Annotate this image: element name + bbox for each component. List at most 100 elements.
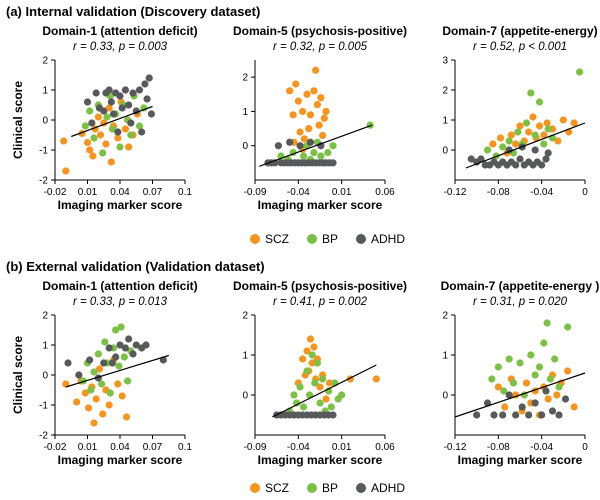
panel-title: Domain-5 (psychosis-positive) <box>233 279 407 293</box>
data-point-scz <box>286 87 294 95</box>
data-point-scz <box>525 128 533 136</box>
panel-stats: r = 0.32, p = 0.005 <box>273 41 368 53</box>
legend-label-scz: SCZ <box>265 481 289 495</box>
scatter-panel-a3: Domain-7 (appetite-energy) r = 0.52, p < … <box>442 24 597 198</box>
data-point-adhd <box>542 155 550 163</box>
panel-title: Domain-7 (appetite-energy ) <box>441 279 600 293</box>
data-point-scz <box>303 347 311 355</box>
regression-line <box>65 354 169 388</box>
data-point-bp <box>117 323 125 331</box>
data-point-bp <box>327 403 335 411</box>
data-point-scz <box>316 383 324 391</box>
data-point-adhd <box>100 107 108 115</box>
data-point-scz <box>114 134 122 142</box>
data-point-adhd <box>143 95 151 103</box>
y-axis-label: Clinical score <box>11 81 25 159</box>
panel-title: Domain-7 (appetite-energy) <box>442 24 597 38</box>
y-tick-label: -1 <box>39 146 48 157</box>
x-tick-label: 0.06 <box>375 442 395 453</box>
data-point-bp <box>531 371 539 379</box>
data-point-bp <box>108 125 117 133</box>
data-point-bp <box>483 146 492 154</box>
data-point-bp <box>499 143 507 151</box>
data-point-scz <box>303 90 311 98</box>
y-tick-label: 1 <box>42 341 48 352</box>
data-point-bp <box>94 350 102 358</box>
data-point-adhd <box>555 411 563 419</box>
data-point-scz <box>570 403 578 411</box>
data-point-scz <box>102 140 110 148</box>
x-tick-label: -0.02 <box>44 187 67 198</box>
x-tick-label: -0.04 <box>530 442 553 453</box>
data-point-adhd <box>561 395 570 403</box>
legend-item-scz: SCZ <box>250 232 289 246</box>
x-tick-label: 0.01 <box>332 442 352 453</box>
data-point-bp <box>86 107 94 115</box>
section-a-header: (a) Internal validation (Discovery datas… <box>6 4 260 19</box>
data-point-bp <box>299 152 308 160</box>
data-point-scz <box>92 395 100 403</box>
data-point-adhd <box>329 159 337 167</box>
y-tick-label: 2 <box>42 56 48 67</box>
x-tick-label: -0.08 <box>487 442 510 453</box>
panel-stats: r = 0.33, p = 0.013 <box>73 296 168 308</box>
data-point-scz <box>83 138 92 147</box>
data-point-scz <box>543 119 551 127</box>
data-point-bp <box>555 383 563 391</box>
y-tick-label: 0 <box>442 391 448 402</box>
data-point-scz <box>121 125 130 133</box>
data-point-adhd <box>145 74 153 82</box>
data-point-scz <box>308 359 316 367</box>
data-point-bp <box>127 131 135 139</box>
y-tick-label: 2 <box>42 311 48 322</box>
data-point-scz <box>559 116 567 124</box>
data-point-adhd <box>141 80 149 88</box>
data-point-adhd <box>129 89 137 97</box>
x-axis-label: Imaging marker score <box>458 453 583 467</box>
legend-item-adhd: ADHD <box>356 232 405 246</box>
legend-dot-adhd <box>356 483 367 493</box>
data-point-adhd <box>147 110 156 118</box>
data-point-bp <box>290 391 298 399</box>
data-point-adhd <box>516 155 524 163</box>
y-tick-label: -2 <box>39 431 48 442</box>
data-point-adhd <box>274 142 282 150</box>
y-tick-label: 0 <box>242 141 248 152</box>
x-tick-label: -0.12 <box>444 187 467 198</box>
data-point-adhd <box>538 411 546 419</box>
y-tick-label: 2 <box>242 311 248 322</box>
data-point-adhd <box>112 353 120 361</box>
data-point-scz <box>306 335 315 343</box>
x-tick-label: -0.02 <box>44 442 67 453</box>
data-point-scz <box>292 80 300 88</box>
data-point-scz <box>118 392 126 400</box>
data-point-adhd <box>118 104 126 112</box>
data-point-bp <box>112 326 120 334</box>
x-axis-label: Imaging marker score <box>58 198 183 212</box>
data-point-scz <box>489 140 497 148</box>
x-tick-label: -0.04 <box>287 442 310 453</box>
data-point-adhd <box>108 359 117 367</box>
data-point-bp <box>97 380 106 388</box>
y-tick-label: 1 <box>442 351 448 362</box>
y-tick-label: 1 <box>242 351 248 362</box>
data-point-bp <box>575 68 584 76</box>
data-point-adhd <box>542 387 550 395</box>
data-point-scz <box>535 122 544 130</box>
legend-label-bp: BP <box>322 481 339 495</box>
data-point-adhd <box>92 89 100 97</box>
panel-title: Domain-1 (attention deficit) <box>42 24 197 38</box>
y-axis-label: Clinical score <box>11 336 25 414</box>
data-point-adhd <box>512 411 520 419</box>
data-point-adhd <box>531 399 539 407</box>
panel-title: Domain-1 (attention deficit) <box>42 279 197 293</box>
data-point-scz <box>89 152 97 160</box>
legend-dot-bp <box>307 234 317 244</box>
x-tick-label: -0.12 <box>444 442 467 453</box>
data-point-adhd <box>100 359 108 367</box>
y-tick-label: 0 <box>42 116 48 127</box>
data-point-adhd <box>105 344 113 352</box>
legend-dot-bp <box>307 483 317 493</box>
data-point-bp <box>535 98 544 106</box>
data-point-scz <box>310 87 318 95</box>
